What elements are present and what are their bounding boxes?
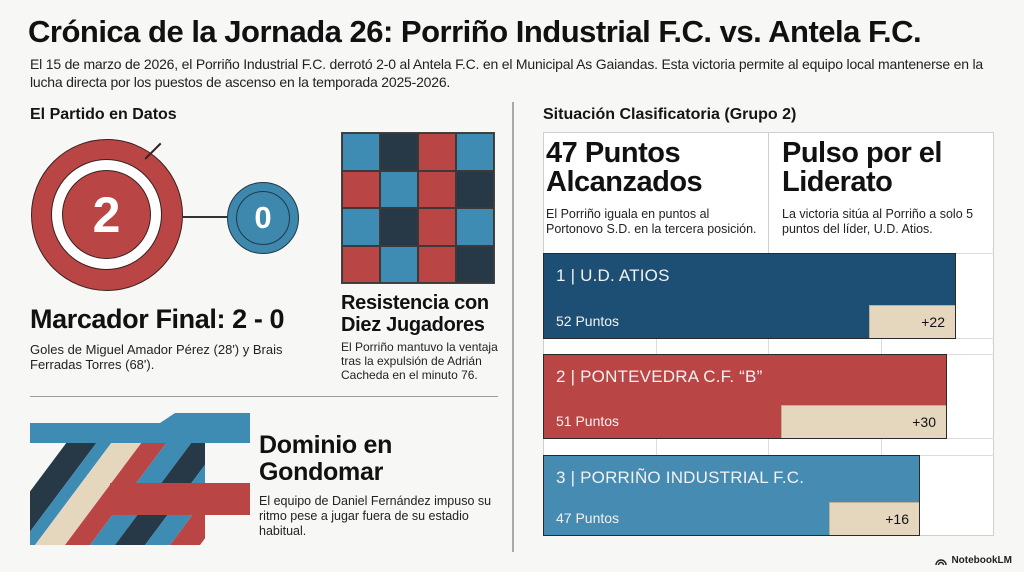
resistance-heading: Resistencia con Diez Jugadores (341, 292, 489, 336)
team-points: 47 Puntos (556, 510, 620, 526)
mosaic-tile (342, 133, 380, 171)
mosaic-tile (380, 208, 418, 246)
ring-tick-mark (144, 142, 162, 160)
goal-scorers-text: Goles de Miguel Amador Pérez (28') y Bra… (30, 342, 283, 372)
standings-bar-3: 3 | PORRIÑO INDUSTRIAL F.C. 47 Puntos +1… (543, 455, 920, 536)
standings-bar-2: 2 | PONTEVEDRA C.F. “B” 51 Puntos +30 (543, 354, 947, 439)
mosaic-tile (342, 170, 380, 208)
mosaic-tile (456, 208, 494, 246)
brand-watermark: NotebookLM (935, 555, 1012, 566)
team-name: 1 | U.D. ATIOS (556, 266, 670, 285)
mosaic-tile (418, 170, 456, 208)
mosaic-tile (342, 208, 380, 246)
goal-difference: +30 (781, 405, 946, 438)
notebooklm-logo-icon (935, 559, 948, 565)
final-score-heading: Marcador Final: 2 - 0 (30, 304, 285, 334)
goal-difference: +16 (829, 502, 919, 535)
points-card-text: El Porriño iguala en puntos al Portonovo… (546, 207, 757, 236)
standings-bar-1: 1 | U.D. ATIOS 52 Puntos +22 (543, 253, 956, 339)
mosaic-tile (418, 208, 456, 246)
left-horizontal-divider (30, 396, 498, 397)
mosaic-tile (456, 133, 494, 171)
brand-name: NotebookLM (951, 555, 1012, 566)
team-points: 51 Puntos (556, 413, 620, 429)
home-score-value: 2 (62, 170, 151, 259)
mosaic-tile (418, 245, 456, 283)
team-name: 2 | PONTEVEDRA C.F. “B” (556, 367, 763, 386)
team-points: 52 Puntos (556, 313, 620, 329)
card-divider (768, 132, 769, 254)
home-score-white-ring: 2 (51, 159, 162, 270)
mosaic-tile (342, 245, 380, 283)
leadership-card-heading: Pulso por el Liderato (782, 137, 942, 198)
home-score-ring: 2 (31, 139, 183, 291)
points-card-heading: 47 Puntos Alcanzados (546, 137, 703, 198)
intro-paragraph: El 15 de marzo de 2026, el Porriño Indus… (30, 56, 983, 90)
page-title: Crónica de la Jornada 26: Porriño Indust… (28, 14, 922, 49)
leadership-card-text: La victoria sitúa al Porriño a solo 5 pu… (782, 207, 974, 236)
mosaic-tile (418, 133, 456, 171)
section-title-match-data: El Partido en Datos (30, 106, 177, 123)
away-score-value: 0 (236, 191, 290, 245)
away-score-ring: 0 (227, 182, 299, 254)
mosaic-tile (380, 170, 418, 208)
section-title-standings: Situación Clasificatoria (Grupo 2) (543, 106, 797, 123)
dominance-text: El equipo de Daniel Fernández impuso su … (259, 494, 492, 538)
team-name: 3 | PORRIÑO INDUSTRIAL F.C. (556, 468, 805, 487)
column-divider (512, 102, 514, 552)
score-connector-line (183, 216, 227, 218)
resistance-text: El Porriño mantuvo la ventaja tras la ex… (341, 340, 498, 382)
mosaic-tile (380, 245, 418, 283)
mosaic-tile (456, 245, 494, 283)
diagonal-stripes-graphic (30, 413, 250, 545)
checker-mosaic-graphic (341, 132, 495, 284)
mosaic-tile (456, 170, 494, 208)
goal-difference: +22 (869, 305, 955, 338)
mosaic-tile (380, 133, 418, 171)
dominance-heading: Dominio en Gondomar (259, 431, 393, 486)
